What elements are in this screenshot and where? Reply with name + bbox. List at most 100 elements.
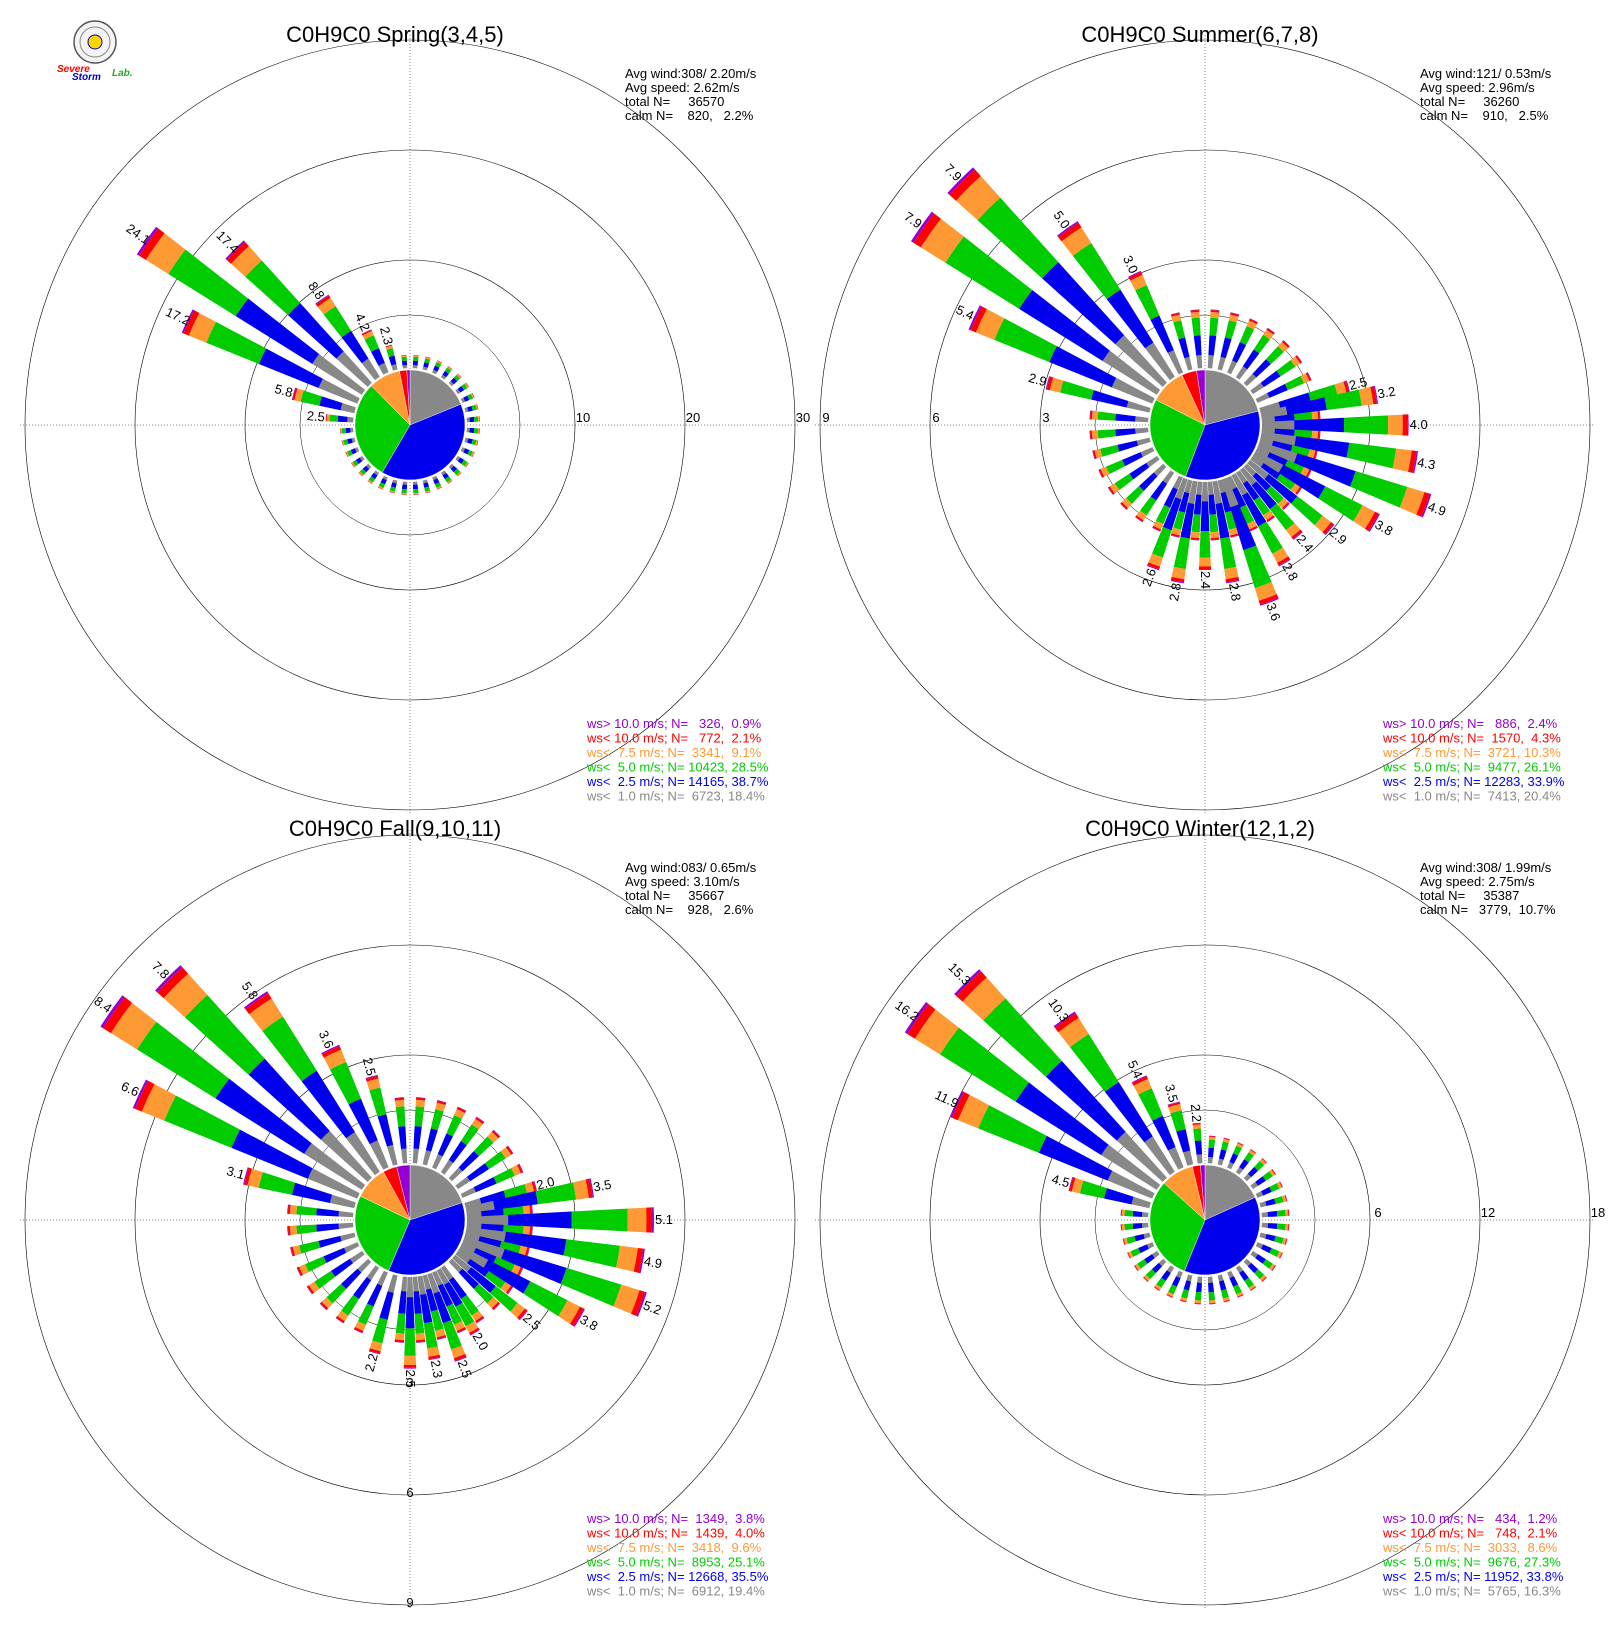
- minor-bar-segment: [447, 366, 453, 371]
- minor-bar-segment: [401, 492, 407, 495]
- minor-bar-segment: [469, 427, 475, 434]
- minor-bar-segment: [1236, 1143, 1244, 1149]
- minor-bar-segment: [1133, 1265, 1138, 1272]
- stats-line: calm N= 910, 2.5%: [1420, 108, 1549, 123]
- minor-bar-segment: [457, 457, 465, 464]
- bar-segment: [1364, 511, 1379, 532]
- minor-bar-segment: [1153, 1287, 1160, 1292]
- bar-segment: [1046, 376, 1054, 391]
- minor-bar-segment: [1153, 463, 1167, 477]
- minor-bar-segment: [1173, 510, 1186, 530]
- stats-line: Avg speed: 2.75m/s: [1420, 874, 1535, 889]
- logo-seal-inner: [79, 26, 111, 58]
- minor-bar-segment: [436, 1334, 447, 1340]
- legend-entry: ws< 2.5 m/s; N= 11952, 33.8%: [1382, 1569, 1564, 1584]
- minor-bar-segment: [415, 1097, 426, 1099]
- minor-bar-segment: [422, 1150, 432, 1166]
- bar-segment: [386, 348, 395, 358]
- minor-bar-segment: [366, 1265, 380, 1281]
- minor-bar-segment: [471, 451, 475, 458]
- minor-bar-segment: [319, 1303, 327, 1311]
- bar-segment: [1115, 335, 1167, 387]
- minor-bar-segment: [402, 481, 408, 485]
- bar-segment: [361, 329, 373, 336]
- bar-segment: [1194, 1140, 1203, 1155]
- pie-slice: [1204, 1164, 1256, 1221]
- minor-bar-segment: [517, 1266, 523, 1276]
- minor-bar-segment: [1184, 356, 1193, 371]
- minor-bar-segment: [466, 427, 470, 433]
- minor-bar-segment: [1276, 1181, 1282, 1189]
- bar-segment: [627, 1207, 647, 1233]
- bar-value-label: 6.6: [119, 1078, 142, 1099]
- minor-bar-segment: [447, 365, 453, 370]
- minor-bar-segment: [1276, 1251, 1282, 1259]
- bar-segment: [913, 213, 941, 248]
- minor-bar-segment: [476, 1116, 485, 1123]
- bar-segment: [336, 351, 372, 387]
- minor-bar-segment: [1209, 1302, 1216, 1305]
- bar-segment: [100, 995, 125, 1029]
- minor-bar-segment: [296, 1267, 302, 1277]
- minor-bar-segment: [472, 452, 475, 458]
- pie-slice: [388, 1202, 466, 1276]
- minor-bar-segment: [491, 1130, 500, 1139]
- minor-bar-segment: [1210, 309, 1220, 311]
- minor-bar-segment: [432, 475, 438, 481]
- bar-segment: [1294, 417, 1345, 433]
- minor-bar-segment: [1254, 1160, 1265, 1171]
- pie-slice: [1196, 369, 1206, 426]
- minor-bar-segment: [471, 404, 477, 411]
- bar-segment: [378, 362, 389, 375]
- minor-bar-segment: [477, 416, 480, 422]
- bar-segment: [188, 312, 217, 343]
- minor-bar-segment: [1098, 469, 1103, 478]
- minor-bar-segment: [463, 448, 470, 455]
- minor-bar-segment: [389, 490, 395, 493]
- minor-bar-segment: [1267, 383, 1288, 398]
- minor-bar-segment: [1267, 1223, 1278, 1230]
- bar-segment: [403, 1355, 417, 1365]
- bar-segment: [1285, 522, 1301, 538]
- minor-bar-segment: [1210, 539, 1220, 541]
- minor-bar-segment: [1295, 486, 1302, 495]
- stats-line: Avg wind:121/ 0.53m/s: [1420, 66, 1552, 81]
- minor-bar-segment: [1250, 1148, 1257, 1153]
- minor-bar-segment: [1307, 469, 1312, 478]
- bar-segment: [1350, 471, 1408, 508]
- bar-segment: [1225, 576, 1240, 583]
- bar-segment: [1421, 493, 1432, 518]
- bar-segment: [1239, 467, 1257, 486]
- minor-bar-segment: [1156, 1277, 1166, 1288]
- minor-bar-segment: [1193, 494, 1202, 515]
- minor-bar-segment: [350, 462, 355, 468]
- minor-bar-segment: [1208, 1139, 1216, 1149]
- minor-bar-segment: [401, 494, 407, 495]
- minor-bar-segment: [1247, 1166, 1259, 1178]
- legend-entry: ws< 10.0 m/s; N= 748, 2.1%: [1382, 1526, 1558, 1541]
- minor-bar-segment: [1267, 1210, 1278, 1217]
- minor-bar-segment: [1221, 1141, 1229, 1151]
- bar-segment: [1133, 1079, 1152, 1095]
- minor-bar-segment: [1269, 1248, 1280, 1257]
- minor-bar-segment: [473, 1177, 497, 1193]
- minor-bar-segment: [1173, 320, 1186, 340]
- minor-bar-segment: [1276, 1223, 1286, 1231]
- minor-bar-segment: [358, 472, 363, 477]
- minor-bar-segment: [1120, 1224, 1122, 1231]
- minor-bar-segment: [1208, 1291, 1216, 1301]
- bar-segment: [978, 1105, 1047, 1153]
- minor-bar-segment: [430, 1109, 444, 1131]
- minor-bar-segment: [1230, 312, 1240, 316]
- bar-value-label: 2.6: [1139, 566, 1159, 588]
- minor-bar-segment: [394, 1341, 405, 1343]
- minor-bar-segment: [1262, 1171, 1273, 1181]
- bar-segment: [1220, 536, 1237, 570]
- bar-segment: [1168, 1103, 1182, 1114]
- minor-bar-segment: [460, 1124, 479, 1146]
- bar-segment: [215, 1078, 312, 1154]
- legend-entry: ws< 10.0 m/s; N= 772, 2.1%: [586, 731, 762, 746]
- bar-segment: [364, 335, 379, 352]
- bar-value-label: 3.5: [592, 1177, 612, 1195]
- minor-bar-segment: [1170, 312, 1180, 316]
